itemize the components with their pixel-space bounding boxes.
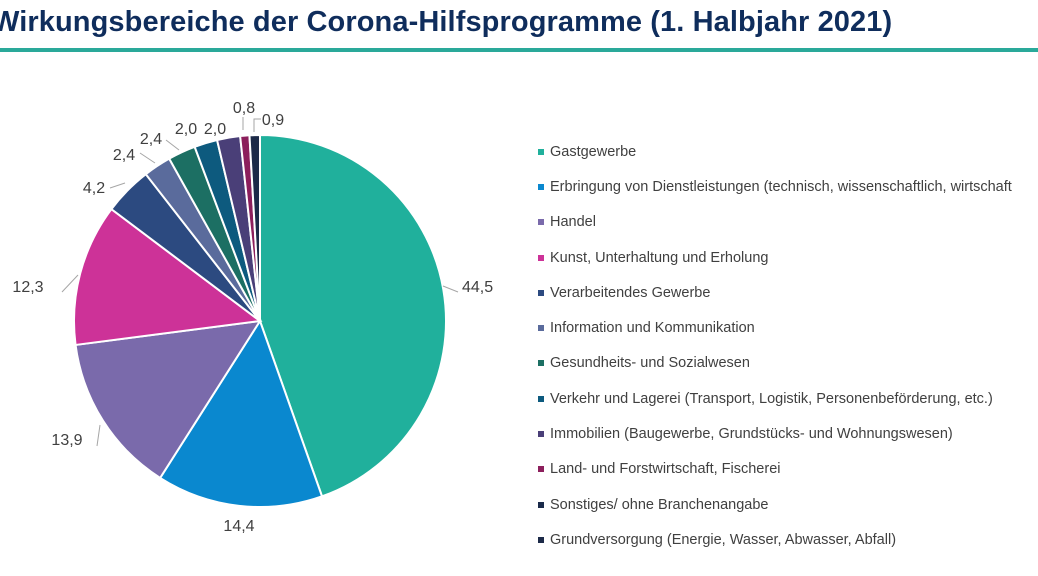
legend-swatch <box>538 536 544 543</box>
legend-label: Kunst, Unterhaltung und Erholung <box>550 249 769 266</box>
legend-swatch <box>538 501 544 508</box>
legend-swatch <box>538 289 544 296</box>
legend-item: Erbringung von Dienstleistungen (technis… <box>538 169 1012 204</box>
legend-item: Sonstiges/ ohne Branchenangabe <box>538 487 1012 522</box>
leader-line <box>96 424 101 447</box>
data-label: 2,0 <box>175 121 197 138</box>
legend-item: Land- und Forstwirtschaft, Fischerei <box>538 452 1012 487</box>
legend-label: Sonstiges/ ohne Branchenangabe <box>550 496 769 513</box>
legend-item: Handel <box>538 205 1012 240</box>
legend-item: Gesundheits- und Sozialwesen <box>538 346 1012 381</box>
legend-swatch <box>538 183 544 190</box>
data-label: 0,9 <box>262 112 284 129</box>
pie-slice <box>73 207 263 347</box>
legend-item: Grundversorgung (Energie, Wasser, Abwass… <box>538 522 1012 557</box>
legend-label: Gesundheits- und Sozialwesen <box>550 355 750 372</box>
data-label: 2,4 <box>140 131 162 148</box>
pie-slice <box>158 318 324 508</box>
legend-label: Grundversorgung (Energie, Wasser, Abwass… <box>550 531 897 548</box>
legend-swatch <box>538 360 544 367</box>
legend-swatch <box>538 395 544 402</box>
data-label: 2,0 <box>204 121 226 138</box>
leader-line <box>61 274 79 293</box>
legend-item: Gastgewerbe <box>538 134 1012 169</box>
data-label: 2,4 <box>113 147 135 164</box>
legend-label: Erbringung von Dienstleistungen (technis… <box>550 178 1012 195</box>
leader-line <box>109 182 126 189</box>
leader-line <box>442 285 459 293</box>
legend-label: Immobilien (Baugewerbe, Grundstücks- und… <box>550 426 953 443</box>
legend-swatch <box>538 254 544 261</box>
legend-label: Gastgewerbe <box>550 143 637 160</box>
data-label: 0,8 <box>233 100 255 117</box>
leader-line <box>165 139 180 151</box>
pie-slice <box>259 133 447 498</box>
legend-item: Immobilien (Baugewerbe, Grundstücks- und… <box>538 416 1012 451</box>
legend-label: Land- und Forstwirtschaft, Fischerei <box>550 461 781 478</box>
legend-item: Information und Kommunikation <box>538 310 1012 345</box>
legend-label: Handel <box>550 214 596 231</box>
legend-swatch <box>538 466 544 473</box>
data-label: 4,2 <box>83 180 105 197</box>
data-label: 12,3 <box>12 279 43 296</box>
legend-swatch <box>538 325 544 332</box>
data-label: 14,4 <box>223 518 254 535</box>
legend-swatch <box>538 148 544 155</box>
legend-label: Verkehr und Lagerei (Transport, Logistik… <box>550 390 993 407</box>
title-divider <box>0 48 1038 52</box>
legend-label: Verarbeitendes Gewerbe <box>550 284 711 301</box>
pie-slice <box>248 133 261 322</box>
legend-label: Information und Kommunikation <box>550 320 755 337</box>
page-title: Wirkungsbereiche der Corona-Hilfsprogram… <box>0 6 893 38</box>
legend-swatch <box>538 219 544 226</box>
data-label: 44,5 <box>462 279 493 296</box>
legend-item: Kunst, Unterhaltung und Erholung <box>538 240 1012 275</box>
chart-legend: Gastgewerbe Erbringung von Dienstleistung… <box>538 134 1012 558</box>
legend-swatch <box>538 431 544 438</box>
leader-line <box>139 152 156 164</box>
legend-item: Verarbeitendes Gewerbe <box>538 275 1012 310</box>
leader-line <box>253 118 261 132</box>
pie-slice <box>74 319 262 480</box>
legend-item: Verkehr und Lagerei (Transport, Logistik… <box>538 381 1012 416</box>
data-label: 13,9 <box>51 432 82 449</box>
